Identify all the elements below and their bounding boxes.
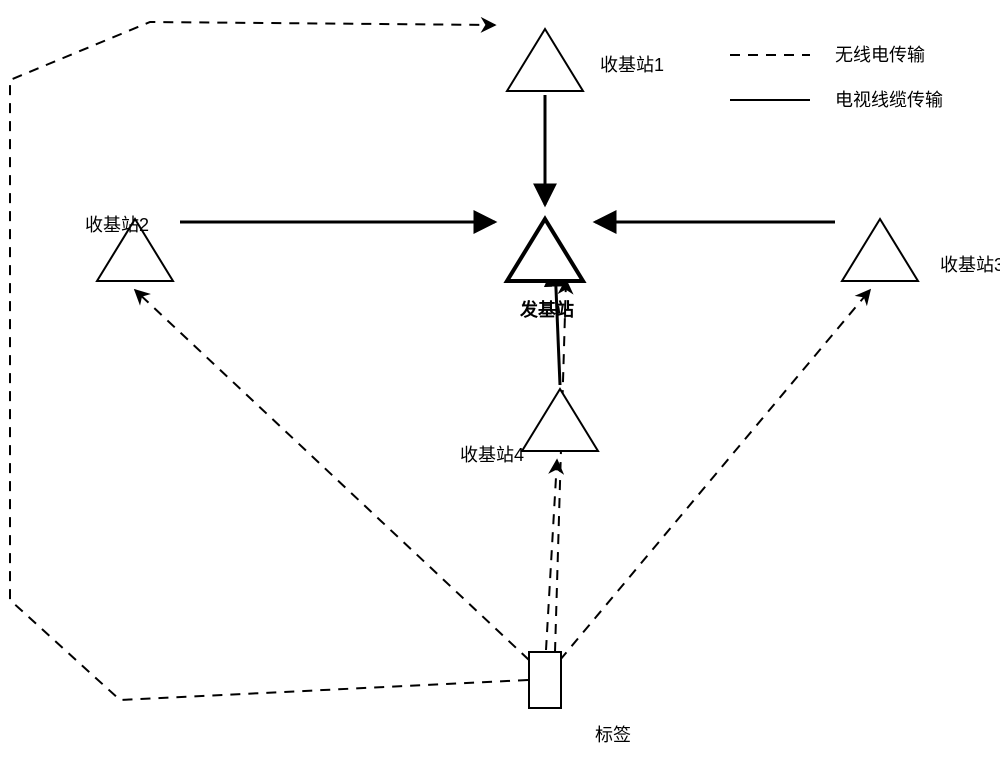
- legend-label-dashed: 无线电传输: [835, 45, 925, 65]
- label-r3: 收基站3: [940, 255, 1000, 275]
- radio-link-5: [560, 290, 870, 660]
- station-tx: [507, 219, 583, 281]
- radio-link-4: [135, 290, 529, 660]
- label-r1: 收基站1: [600, 55, 664, 75]
- radio-link-8: [10, 22, 528, 700]
- label-r2: 收基站2: [85, 215, 149, 235]
- station-r1: [507, 29, 583, 91]
- radio-link-6: [546, 460, 557, 650]
- station-r3: [842, 219, 918, 281]
- tag-node: [529, 652, 561, 708]
- station-r4: [522, 389, 598, 451]
- label-r4: 收基站4: [460, 445, 524, 465]
- legend-label-solid: 电视线缆传输: [835, 90, 943, 110]
- diagram-canvas: 收基站1 收基站2 收基站3 发基站收基站4 标签 无线电传输电视线缆传输: [0, 0, 1000, 774]
- label-tag: 标签: [595, 725, 631, 745]
- label-tx: 发基站: [519, 299, 574, 320]
